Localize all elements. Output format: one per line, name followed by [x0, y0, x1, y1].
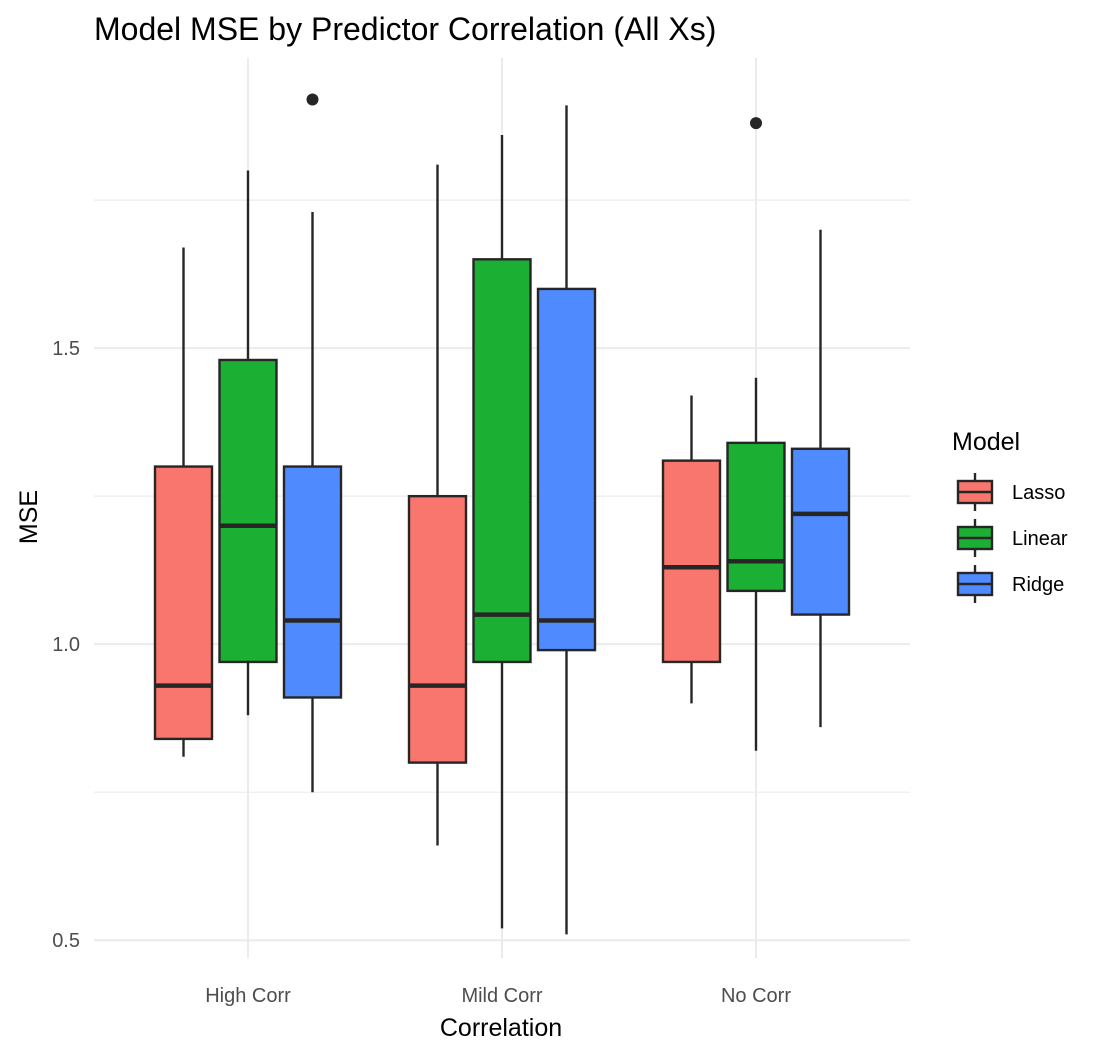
iqr-box [153, 465, 214, 741]
x-tick-label: Mild Corr [461, 985, 542, 1007]
x-tick-label: No Corr [721, 985, 791, 1007]
legend-item-linear: Linear [956, 519, 1068, 557]
box-ridge-no-corr [790, 229, 851, 728]
outlier-point [306, 93, 319, 106]
box-linear-no-corr [726, 117, 786, 751]
y-tick-label: 0.5 [52, 930, 80, 952]
box-ridge-high-corr [282, 93, 343, 793]
legend-item-ridge: Ridge [956, 565, 1064, 603]
chart-title: Model MSE by Predictor Correlation (All … [94, 11, 716, 47]
legend-label: Lasso [1012, 482, 1065, 504]
outlier-point [750, 117, 762, 130]
iqr-box [726, 441, 786, 593]
legend-item-lasso: Lasso [956, 473, 1065, 511]
x-axis-title: Correlation [440, 1014, 562, 1042]
box-linear-high-corr [218, 170, 278, 716]
box-lasso-high-corr [153, 247, 214, 757]
y-tick-label: 1.0 [52, 634, 80, 656]
tick-layer: 0.5 1.0 1.5 High Corr Mild Corr No Corr [52, 338, 791, 1007]
iqr-box [472, 258, 532, 664]
box-ridge-mild-corr [536, 105, 597, 935]
iqr-box [218, 358, 278, 664]
x-tick-label: High Corr [205, 985, 291, 1007]
box-lasso-no-corr [661, 395, 722, 704]
legend-label: Linear [1012, 528, 1068, 550]
y-tick-label: 1.5 [52, 338, 80, 360]
box-linear-mild-corr [472, 134, 532, 929]
iqr-box [661, 459, 722, 664]
legend-label: Ridge [1012, 574, 1064, 596]
iqr-box [790, 447, 851, 616]
legend: Model Lasso Linear Ridge [952, 428, 1068, 603]
iqr-box [407, 494, 468, 764]
legend-keys: Lasso Linear Ridge [956, 473, 1068, 603]
box-layer [153, 93, 851, 935]
legend-title: Model [952, 428, 1020, 456]
iqr-box [282, 465, 343, 699]
iqr-box [536, 287, 597, 652]
y-axis-title: MSE [15, 490, 43, 544]
box-lasso-mild-corr [407, 164, 468, 846]
